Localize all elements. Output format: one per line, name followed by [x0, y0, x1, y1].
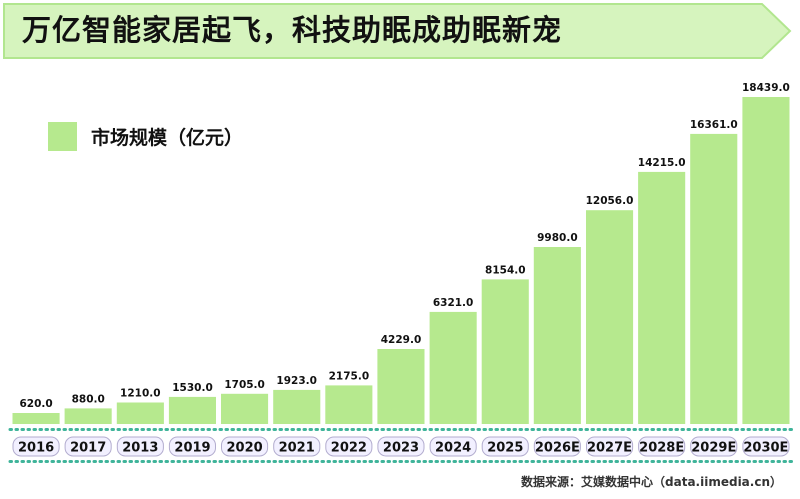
category-pill-2020	[221, 436, 269, 457]
category-label-2027E: 2027E	[587, 441, 632, 456]
category-label-2025: 2025	[487, 441, 523, 456]
value-label-2021: 1923.0	[276, 375, 317, 387]
value-label-2024: 6321.0	[433, 297, 474, 309]
category-pill-2023	[377, 436, 425, 457]
bar-2028E	[638, 171, 686, 424]
bar-2022	[325, 385, 373, 424]
bar-2020	[221, 393, 269, 424]
legend-label: 市场规模（亿元）	[91, 126, 244, 149]
category-pill-2029E	[690, 436, 738, 457]
category-label-2016: 2016	[18, 441, 54, 456]
legend: 市场规模（亿元）	[48, 120, 243, 152]
category-pill-2030E	[742, 436, 790, 457]
category-label-2030E: 2030E	[743, 441, 788, 456]
value-label-2029E: 16361.0	[690, 119, 738, 131]
category-label-2019: 2019	[174, 441, 210, 456]
value-label-2027E: 12056.0	[586, 195, 634, 207]
value-label-2013: 1210.0	[120, 388, 161, 400]
category-pill-2024	[429, 436, 477, 457]
category-label-2023: 2023	[383, 441, 419, 456]
bar-2029E	[690, 133, 738, 424]
bar-2016	[12, 413, 60, 424]
bar-2019	[168, 396, 216, 424]
category-label-2020: 2020	[227, 441, 263, 456]
category-label-2021: 2021	[279, 441, 315, 456]
bar-2013	[116, 402, 164, 424]
title-banner	[3, 3, 792, 59]
category-pill-2016	[12, 436, 60, 457]
category-pill-2025	[481, 436, 529, 457]
category-label-2028E: 2028E	[639, 441, 684, 456]
value-label-2020: 1705.0	[224, 379, 265, 391]
bar-2025	[481, 279, 529, 424]
category-pill-2021	[273, 436, 321, 457]
category-pill-2026E	[533, 436, 581, 457]
value-label-2022: 2175.0	[329, 370, 370, 382]
title-banner-shape	[3, 3, 792, 59]
category-pill-2013	[116, 436, 164, 457]
value-label-2026E: 9980.0	[537, 232, 578, 244]
value-labels: 620.0 880.0 1210.0 1530.0 1705.0 1923.0 2175.0…	[19, 82, 789, 410]
value-label-2016: 620.0	[19, 398, 52, 410]
bar-2027E	[586, 210, 634, 424]
category-label-2013: 2013	[122, 441, 158, 456]
category-pill-2019	[168, 436, 216, 457]
page-title: 万亿智能家居起飞，科技助眠成助眠新宠	[22, 13, 563, 47]
bar-2030E	[742, 97, 790, 424]
value-label-2017: 880.0	[72, 393, 105, 405]
category-label-2022: 2022	[331, 441, 367, 456]
category-axis: 2016 2017 2013 2019 2020 2021 2022 2023 2024 2025…	[12, 436, 790, 457]
data-source: 数据来源：艾媒数据中心（data.iimedia.cn）	[521, 475, 782, 489]
category-label-2026E: 2026E	[535, 441, 580, 456]
category-pill-2022	[325, 436, 373, 457]
category-label-2024: 2024	[435, 441, 471, 456]
legend-swatch	[48, 121, 77, 151]
value-label-2030E: 18439.0	[742, 82, 790, 94]
bar-2017	[64, 408, 112, 424]
value-label-2019: 1530.0	[172, 382, 213, 394]
value-label-2023: 4229.0	[381, 334, 422, 346]
bar-2023	[377, 349, 425, 424]
value-label-2028E: 14215.0	[638, 157, 686, 169]
category-label-2017: 2017	[70, 441, 106, 456]
bar-series	[12, 97, 790, 424]
category-pill-2027E	[586, 436, 634, 457]
category-pill-2028E	[638, 436, 686, 457]
category-label-2029E: 2029E	[691, 441, 736, 456]
value-label-2025: 8154.0	[485, 264, 526, 276]
bar-2021	[273, 389, 321, 424]
bar-2024	[429, 311, 477, 424]
bar-2026E	[533, 247, 581, 424]
category-pill-2017	[64, 436, 112, 457]
